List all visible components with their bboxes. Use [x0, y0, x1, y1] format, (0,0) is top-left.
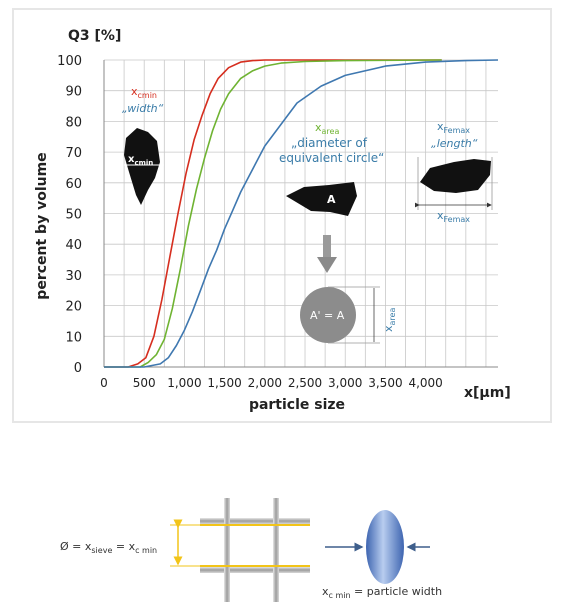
x-tick-label: 3,500 — [368, 376, 402, 390]
chart-panel: 0 10 20 30 40 50 60 70 80 90 100 0 500 1,000 1,500 2,00… — [12, 8, 552, 423]
xarea-desc-2: equivalent circle“ — [279, 151, 384, 165]
y-tick-label: 50 — [65, 208, 82, 223]
sieve-formula: Ø = xsieve = xc min — [60, 540, 157, 555]
x-tick-label: 2,000 — [248, 376, 282, 390]
y-tick-label: 70 — [65, 146, 82, 161]
x-tick-label: 1,500 — [207, 376, 241, 390]
y-tick-label: 30 — [65, 269, 82, 284]
series-line-red — [104, 59, 442, 368]
y-tick-label: 10 — [65, 330, 82, 345]
series-line-green — [104, 59, 442, 368]
x-tick-label: 2,500 — [288, 376, 322, 390]
xcmin-symbol: xcmin — [131, 85, 157, 100]
particle-shape-cmin — [124, 128, 160, 205]
particle-shape-a — [286, 182, 357, 216]
xcmin-inside-label: xcmin — [128, 154, 153, 167]
y-tick-label: 0 — [74, 361, 82, 376]
shape-a-label: A — [327, 193, 336, 206]
xfemax-desc: „length“ — [431, 137, 478, 150]
xarea-desc-1: „diameter of — [291, 136, 368, 150]
sieve-diagram: Ø = xsieve = xc min xc min = particle wi… — [60, 498, 442, 602]
series-line-blue — [104, 59, 499, 368]
y-axis-top-title: Q3 [%] — [68, 28, 121, 44]
x-tick-label: 4,000 — [408, 376, 442, 390]
x-tick-label: 500 — [133, 376, 156, 390]
x-tick-label: 0 — [100, 376, 108, 390]
xfemax-symbol: xFemax — [437, 120, 470, 135]
y-tick-label: 60 — [65, 177, 82, 192]
xarea-symbol: xarea — [315, 121, 339, 136]
x-tick-label: 1,000 — [167, 376, 201, 390]
particle-ellipse — [366, 510, 404, 584]
particle-size-chart: 0 10 20 30 40 50 60 70 80 90 100 0 500 1,000 1,500 2,00… — [34, 28, 511, 413]
y-tick-label: 40 — [65, 238, 82, 253]
particle-shape-femax — [420, 159, 491, 193]
x-unit-label: x[µm] — [464, 385, 511, 401]
y-tick-label: 100 — [57, 54, 82, 69]
y-axis-label: percent by volume — [34, 152, 50, 299]
y-tick-label: 20 — [65, 300, 82, 315]
x-tick-label: 3,000 — [328, 376, 362, 390]
x-axis-label: particle size — [249, 397, 345, 413]
xcmin-desc: „width“ — [122, 102, 164, 115]
xarea-vertical-label: xarea — [382, 308, 397, 332]
equivalent-circle — [300, 287, 356, 343]
down-arrow — [317, 235, 337, 273]
xfemax-bottom-label: xFemax — [437, 209, 470, 224]
circle-label: A' = A — [310, 309, 345, 322]
y-tick-label: 90 — [65, 85, 82, 100]
y-tick-label: 80 — [65, 115, 82, 130]
sieve-mesh — [200, 498, 310, 602]
particle-width-label: xc min = particle width — [322, 585, 442, 600]
